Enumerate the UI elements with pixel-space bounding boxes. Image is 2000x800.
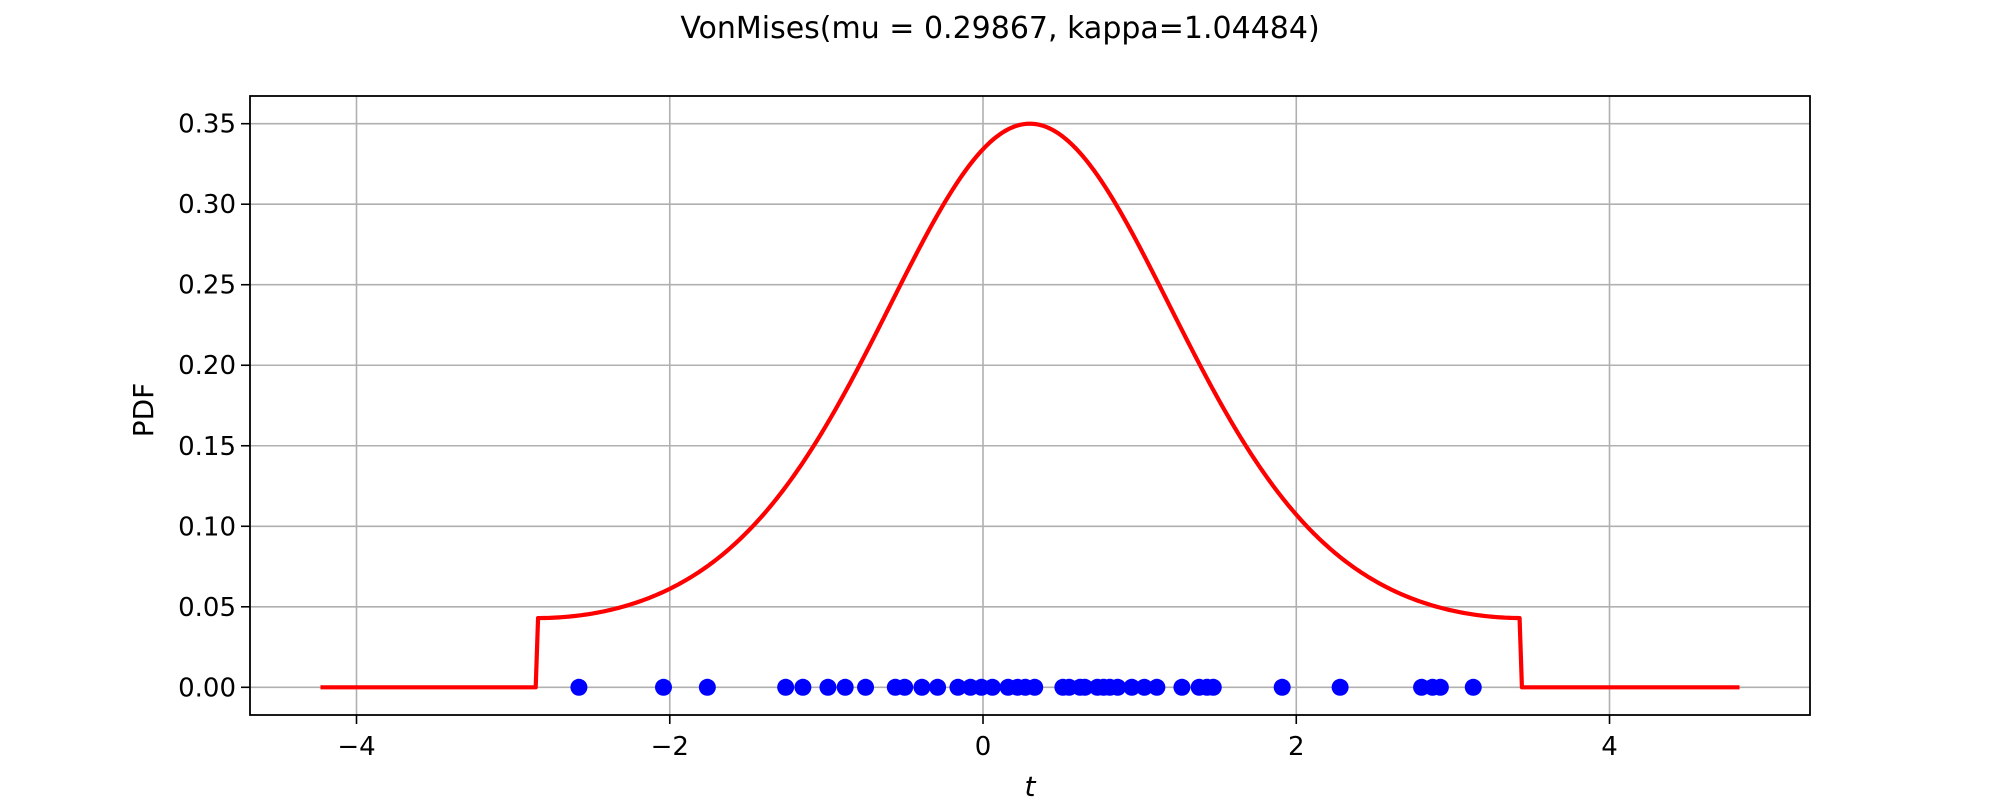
sample-point: [1173, 678, 1191, 696]
pdf-line: [320, 121, 1740, 690]
sample-point: [896, 678, 914, 696]
y-axis: 0.00 0.05 0.10 0.15 0.20 0.25 0.30 0.35: [178, 110, 250, 703]
chart-title: VonMises(mu = 0.29867, kappa=1.04484): [680, 11, 1319, 46]
sample-point: [1123, 678, 1141, 696]
y-tick-label: 0.25: [178, 271, 236, 301]
sample-point: [1331, 678, 1349, 696]
sample-point: [1464, 678, 1482, 696]
x-tick-label: 2: [1288, 732, 1305, 762]
x-tick-label: −2: [651, 732, 689, 762]
sample-point: [794, 678, 812, 696]
sample-point: [836, 678, 854, 696]
sample-point: [949, 678, 967, 696]
sample-point: [1148, 678, 1166, 696]
x-tick-label: −4: [337, 732, 375, 762]
sample-point: [819, 678, 837, 696]
sample-point: [983, 678, 1001, 696]
y-tick-label: 0.05: [178, 593, 236, 623]
sample-point: [1135, 678, 1153, 696]
sample-point: [857, 678, 875, 696]
y-tick-label: 0.10: [178, 512, 236, 542]
x-tick-label: 4: [1601, 732, 1618, 762]
sample-point: [929, 678, 947, 696]
y-tick-label: 0.35: [178, 110, 236, 140]
sample-point: [698, 678, 716, 696]
y-tick-label: 0.00: [178, 673, 236, 703]
sample-point: [570, 678, 588, 696]
pdf-curve-layer: [320, 121, 1740, 690]
plot-area-frame: [249, 95, 1811, 716]
sample-point: [1109, 678, 1127, 696]
y-axis-label: PDF: [127, 383, 160, 438]
sample-points-layer: [570, 678, 1482, 696]
sample-point: [777, 678, 795, 696]
y-tick-label: 0.15: [178, 432, 236, 462]
y-tick-label: 0.20: [178, 351, 236, 381]
y-tick-label: 0.30: [178, 190, 236, 220]
sample-point: [1431, 678, 1449, 696]
x-tick-label: 0: [975, 732, 992, 762]
sample-point: [1273, 678, 1291, 696]
sample-point: [913, 678, 931, 696]
sample-point: [1204, 678, 1222, 696]
x-axis-label: t: [1025, 770, 1037, 800]
sample-point: [1076, 678, 1094, 696]
sample-point: [654, 678, 672, 696]
sample-point: [1026, 678, 1044, 696]
x-axis: −4 −2 0 2 4: [337, 715, 1618, 762]
